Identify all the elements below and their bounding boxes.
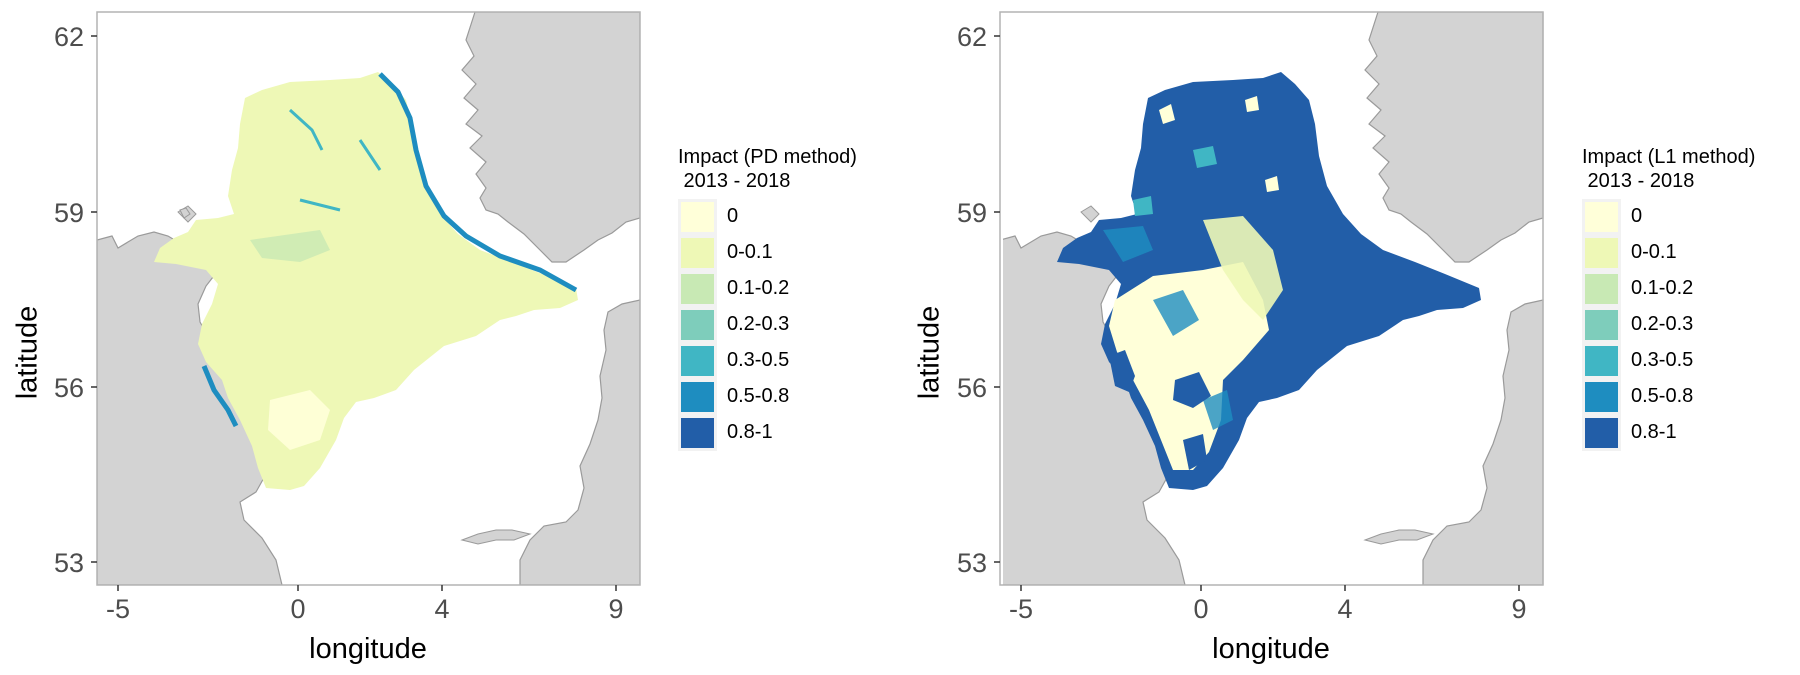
legend-label: 0 [1631, 205, 1643, 227]
x-tick-label: -5 [105, 594, 130, 624]
legend-swatch [1585, 346, 1618, 376]
legend-swatch [1585, 238, 1618, 268]
y-tick-label: 59 [53, 198, 84, 228]
impact-high-edge-norway [378, 72, 578, 293]
legend-swatch [1585, 418, 1618, 448]
impact-low-spot [1159, 96, 1279, 192]
land-denmark-sweden [519, 299, 640, 585]
legend-swatch [681, 418, 714, 448]
impact-mid-patches [1103, 226, 1233, 430]
y-tick-label: 53 [53, 548, 84, 578]
land-frisian-islands [460, 529, 532, 545]
x-tick-label: 0 [1193, 594, 1209, 624]
impact-zero-patch [268, 390, 330, 450]
x-tick-label: 9 [1511, 594, 1527, 624]
land-orkney [1080, 205, 1100, 223]
y-tick-label: 56 [956, 373, 987, 403]
legend-swatch [1585, 382, 1618, 412]
land-frisian-islands [1363, 529, 1435, 545]
legend-label: 0-0.1 [727, 241, 773, 263]
map-plot-l1 [994, 11, 1544, 591]
impact-high-blob [1183, 434, 1207, 470]
land-norway [461, 12, 640, 263]
legend-label: 0.3-0.5 [1631, 349, 1694, 371]
legend-swatch [681, 202, 714, 232]
legend-label: 0.2-0.3 [727, 313, 790, 335]
x-axis-label: longitude [309, 633, 427, 665]
legend-label: 0.5-0.8 [1631, 385, 1694, 407]
land-fair-isle [179, 207, 191, 219]
y-tick-label: 53 [956, 548, 987, 578]
x-axis-label: longitude [1212, 633, 1330, 665]
x-tick-label: -5 [1008, 594, 1033, 624]
legend: Impact (L1 method) 2013 - 2018 0 0-0.1 0… [1582, 145, 1800, 451]
map-panel-pd: latitude [12, 11, 857, 665]
y-tick-label: 56 [53, 373, 84, 403]
x-tick-label: 0 [290, 594, 306, 624]
panel-border [96, 11, 641, 586]
y-tick-label: 59 [956, 198, 987, 228]
legend-title: Impact (L1 method) 2013 - 2018 [1582, 146, 1756, 192]
panel-border [999, 11, 1544, 586]
legend-swatch [681, 274, 714, 304]
legend-swatch [681, 346, 714, 376]
legend-label: 0.2-0.3 [1631, 313, 1694, 335]
impact-mid-spot [1133, 146, 1217, 216]
land-norway [1364, 12, 1544, 263]
axis-ticks [91, 35, 617, 591]
map-plot-pd [91, 11, 641, 591]
legend-label: 0 [727, 205, 739, 227]
legend-label: 0.5-0.8 [727, 385, 790, 407]
impact-high-blob [1173, 372, 1211, 408]
legend-label: 0.8-1 [727, 421, 773, 443]
legend-label: 0.1-0.2 [1631, 277, 1694, 299]
axis-ticks [994, 35, 1520, 591]
y-tick-label: 62 [53, 22, 84, 52]
map-panel-l1: latitude [900, 0, 1800, 675]
legend-label: 0.3-0.5 [727, 349, 790, 371]
impact-lowmid-region [1203, 216, 1283, 320]
legend-keys: 0 0-0.1 0.1-0.2 0.2-0.3 0.3-0.5 0.5-0.8 … [678, 199, 789, 451]
legend-swatch [681, 382, 714, 412]
impact-high-edge-scotland [201, 365, 239, 428]
legend-swatch [1585, 274, 1618, 304]
legend-swatch [681, 310, 714, 340]
impact-mid-patches [288, 108, 382, 212]
impact-area [154, 72, 578, 490]
y-tick-label: 62 [956, 22, 987, 52]
legend-label: 0-0.1 [1631, 241, 1677, 263]
x-tick-label: 4 [1337, 594, 1353, 624]
legend-label: 0.1-0.2 [727, 277, 790, 299]
legend-label: 0.8-1 [1631, 421, 1677, 443]
impact-low-patch [250, 230, 330, 262]
x-tick-label: 9 [608, 594, 624, 624]
impact-high-blob [1109, 350, 1135, 392]
legend-swatch [681, 238, 714, 268]
legend-title: Impact (PD method) 2013 - 2018 [678, 146, 857, 192]
legend-swatch [1585, 310, 1618, 340]
legend-swatch [1585, 202, 1618, 232]
legend: Impact (PD method) 2013 - 2018 0 0-0.1 0… [678, 145, 908, 451]
legend-keys: 0 0-0.1 0.1-0.2 0.2-0.3 0.3-0.5 0.5-0.8 … [1582, 199, 1693, 451]
impact-low-region [1109, 262, 1269, 470]
x-tick-label: 4 [434, 594, 450, 624]
land-denmark-sweden [1422, 299, 1544, 585]
